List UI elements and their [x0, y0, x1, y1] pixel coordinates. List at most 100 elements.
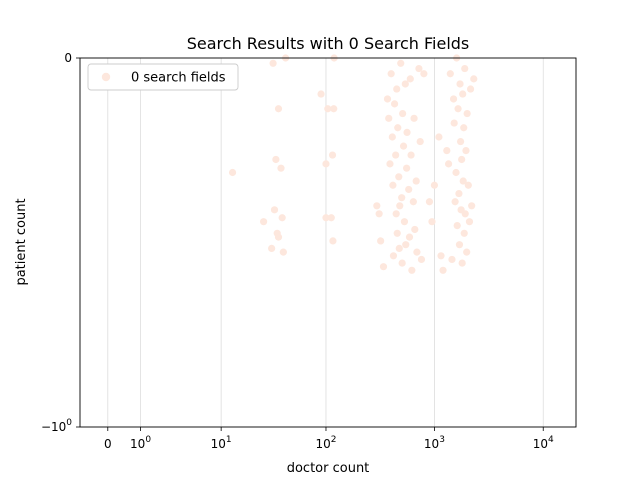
scatter-point [269, 59, 277, 67]
scatter-point [410, 114, 418, 122]
scatter-point [389, 181, 397, 189]
scatter-point [400, 218, 409, 226]
x-axis-label: doctor count [287, 461, 370, 476]
scatter-point [452, 168, 460, 177]
scatter-point [443, 147, 451, 155]
scatter-point [387, 70, 395, 78]
x-tick-label: 102 [315, 435, 336, 451]
scatter-point [435, 133, 443, 141]
scatter-point [394, 124, 402, 132]
scatter-point [274, 105, 283, 113]
scatter-point [329, 237, 337, 245]
scatter-point [270, 206, 279, 214]
scatter-point [462, 147, 470, 155]
scatter-point [425, 198, 434, 206]
scatter-point [379, 263, 388, 271]
scatter-point [405, 233, 414, 241]
scatter-point [399, 109, 407, 118]
scatter-point [322, 160, 330, 168]
x-tick-label: 100 [130, 435, 151, 451]
scatter-point [468, 202, 476, 210]
scatter-point [460, 124, 468, 132]
y-axis-label: patient count [14, 198, 29, 285]
scatter-point [415, 64, 423, 73]
y-tick-label: 0 [64, 51, 72, 65]
scatter-point [463, 248, 471, 256]
scatter-point [324, 105, 332, 113]
scatter-point [446, 70, 454, 78]
x-tick-label: 103 [424, 435, 445, 451]
scatter-point [274, 233, 283, 241]
scatter-point [383, 95, 392, 103]
scatter-point [456, 80, 464, 88]
scatter-point [393, 229, 401, 237]
scatter-point [448, 255, 456, 264]
x-tick-label: 104 [533, 435, 554, 451]
scatter-point [327, 214, 335, 222]
scatter-point [386, 160, 394, 168]
scatter-point [461, 210, 469, 218]
chart-title: Search Results with 0 Search Fields [187, 34, 470, 53]
scatter-point [395, 244, 403, 253]
scatter-point [455, 189, 463, 198]
y-tick-label: −100 [41, 418, 72, 434]
scatter-point [412, 177, 420, 185]
scatter-point [403, 128, 411, 137]
scatter-point [455, 241, 464, 249]
scatter-point [330, 105, 338, 113]
scatter-point [377, 237, 385, 245]
scatter-point [390, 100, 399, 108]
scatter-point [405, 185, 413, 194]
scatter-point [453, 221, 461, 230]
scatter-point [463, 109, 471, 118]
scatter-point [260, 218, 268, 226]
scatter-point [413, 248, 421, 256]
scatter-point [444, 160, 453, 168]
scatter-point [278, 214, 286, 222]
scatter-point [428, 218, 436, 226]
scatter-point [393, 85, 401, 93]
scatter-point [398, 194, 406, 202]
grid-lines [107, 58, 544, 427]
scatter-point [458, 155, 466, 164]
scatter-point [279, 248, 287, 256]
scatter-point [437, 252, 445, 260]
scatter-point [460, 229, 468, 237]
scatter-point [403, 164, 411, 172]
scatter-point [407, 151, 415, 159]
scatter-point [420, 70, 428, 78]
scatter-point [449, 95, 458, 103]
scatter-point [464, 181, 472, 189]
scatter-point [456, 137, 465, 146]
scatter-point [272, 155, 280, 164]
scatter-point [459, 177, 467, 185]
scatter-point [392, 151, 400, 159]
scatter-point [451, 198, 459, 206]
legend-box [87, 63, 239, 91]
scatter-point [398, 259, 406, 267]
plot-frame [79, 57, 577, 428]
scatter-point [409, 198, 417, 206]
scatter-point [408, 266, 416, 274]
scatter-point [389, 252, 398, 260]
scatter-point [411, 225, 419, 234]
axis-ticks: 0 100 101 102 103 104 0 −100 [41, 51, 554, 451]
scatter-point [396, 202, 404, 210]
scatter-point [399, 142, 408, 150]
scatter-point [466, 85, 475, 93]
scatter-points [228, 54, 478, 274]
scatter-point [277, 164, 285, 172]
scatter-point [461, 64, 469, 73]
scatter-point [375, 210, 383, 218]
scatter-point [322, 214, 330, 222]
scatter-point [402, 241, 410, 249]
scatter-point [416, 137, 424, 146]
scatter-point [395, 173, 403, 181]
legend: 0 search fields [87, 63, 239, 91]
legend-marker [101, 72, 111, 82]
scatter-point [470, 75, 478, 83]
scatter-point [465, 218, 474, 226]
scatter-point [450, 119, 458, 127]
